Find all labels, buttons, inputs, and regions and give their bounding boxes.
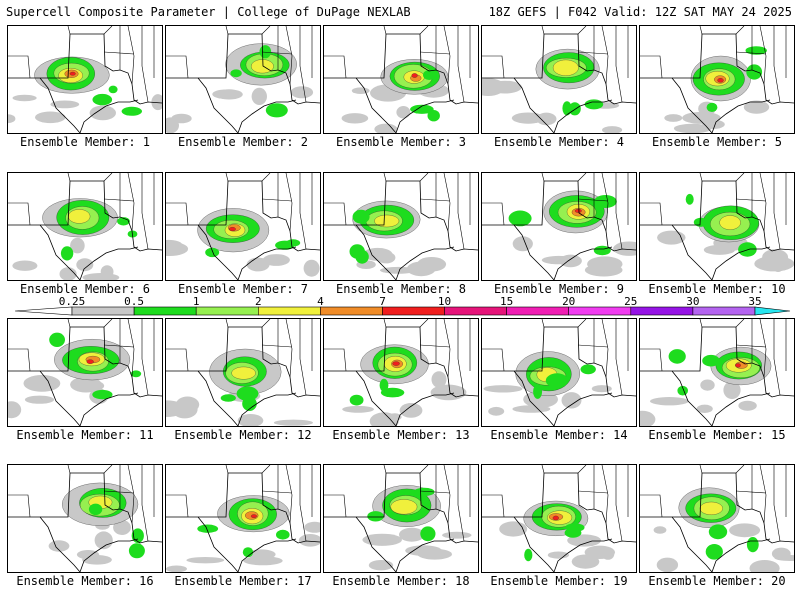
valid-time: 18Z GEFS | F042 Valid: 12Z SAT MAY 24 20…	[488, 5, 792, 19]
legend-tick-label: 2	[255, 295, 262, 308]
member-caption: Ensemble Member: 18	[332, 574, 470, 588]
member-caption: Ensemble Member: 16	[16, 574, 154, 588]
member-caption: Ensemble Member: 13	[332, 428, 470, 442]
member-map-panel	[639, 172, 795, 281]
legend-swatch	[320, 306, 383, 316]
member-map	[640, 319, 794, 426]
legend-swatch	[257, 306, 321, 316]
legend-swatch	[568, 306, 632, 316]
member-map	[482, 173, 636, 280]
legend-tick-label: 35	[748, 295, 761, 308]
member-map	[324, 465, 478, 572]
legend-swatch	[692, 306, 756, 316]
legend-swatch	[133, 306, 197, 316]
member-caption: Ensemble Member: 12	[174, 428, 312, 442]
member-map-panel	[7, 25, 163, 134]
member-caption: Ensemble Member: 9	[493, 282, 625, 296]
legend-swatch	[195, 306, 259, 316]
member-map	[324, 319, 478, 426]
member-map	[8, 173, 162, 280]
legend-swatch	[382, 306, 445, 316]
member-map-panel	[639, 318, 795, 427]
legend-swatch	[444, 306, 507, 316]
legend-tick-label: 0.25	[59, 295, 86, 308]
member-map-panel	[165, 25, 321, 134]
member-caption: Ensemble Member: 14	[490, 428, 628, 442]
member-caption: Ensemble Member: 19	[490, 574, 628, 588]
legend-tick-label: 30	[686, 295, 699, 308]
member-map	[482, 26, 636, 133]
member-map-panel	[481, 172, 637, 281]
legend-tick-label: 15	[500, 295, 513, 308]
legend-tick-label: 1	[193, 295, 200, 308]
member-map-panel	[481, 318, 637, 427]
member-map-panel	[323, 464, 479, 573]
color-scale-legend: 0.25 0.5 1 2 4 7 10 15 20 25 30 35	[14, 295, 791, 316]
legend-min-arrow	[14, 306, 73, 316]
legend-max-arrow	[754, 306, 791, 316]
member-map	[640, 465, 794, 572]
member-caption: Ensemble Member: 4	[493, 135, 625, 149]
member-caption: Ensemble Member: 1	[19, 135, 151, 149]
member-caption: Ensemble Member: 6	[19, 282, 151, 296]
member-map	[166, 465, 320, 572]
member-map	[166, 26, 320, 133]
member-map-panel	[165, 172, 321, 281]
member-map-panel	[165, 464, 321, 573]
member-map-panel	[481, 464, 637, 573]
member-map	[640, 26, 794, 133]
member-map	[482, 319, 636, 426]
member-map-panel	[165, 318, 321, 427]
member-caption: Ensemble Member: 3	[335, 135, 467, 149]
member-caption: Ensemble Member: 20	[648, 574, 786, 588]
member-map	[8, 465, 162, 572]
member-map	[166, 319, 320, 426]
member-map-panel	[7, 464, 163, 573]
legend-tick-label: 0.5	[124, 295, 144, 308]
member-map-panel	[7, 318, 163, 427]
member-caption: Ensemble Member: 7	[177, 282, 309, 296]
legend-swatch	[630, 306, 694, 316]
member-map-panel	[7, 172, 163, 281]
legend-tick-label: 4	[317, 295, 324, 308]
member-map-panel	[639, 464, 795, 573]
member-map	[324, 173, 478, 280]
member-caption: Ensemble Member: 10	[648, 282, 786, 296]
member-map-panel	[323, 25, 479, 134]
member-map-panel	[639, 25, 795, 134]
legend-swatch	[71, 306, 135, 316]
legend-tick-label: 10	[438, 295, 451, 308]
member-map-panel	[481, 25, 637, 134]
member-map-panel	[323, 318, 479, 427]
legend-tick-label: 20	[562, 295, 575, 308]
member-map-panel	[323, 172, 479, 281]
member-caption: Ensemble Member: 11	[16, 428, 154, 442]
member-caption: Ensemble Member: 17	[174, 574, 312, 588]
plot-title: Supercell Composite Parameter | College …	[6, 5, 411, 19]
member-caption: Ensemble Member: 5	[651, 135, 783, 149]
member-map	[166, 173, 320, 280]
member-map	[8, 319, 162, 426]
member-caption: Ensemble Member: 15	[648, 428, 786, 442]
member-map	[324, 26, 478, 133]
legend-tick-label: 25	[624, 295, 637, 308]
member-caption: Ensemble Member: 8	[335, 282, 467, 296]
member-caption: Ensemble Member: 2	[177, 135, 309, 149]
member-map	[482, 465, 636, 572]
member-map	[8, 26, 162, 133]
legend-swatch	[506, 306, 570, 316]
member-map	[640, 173, 794, 280]
legend-tick-label: 7	[379, 295, 386, 308]
